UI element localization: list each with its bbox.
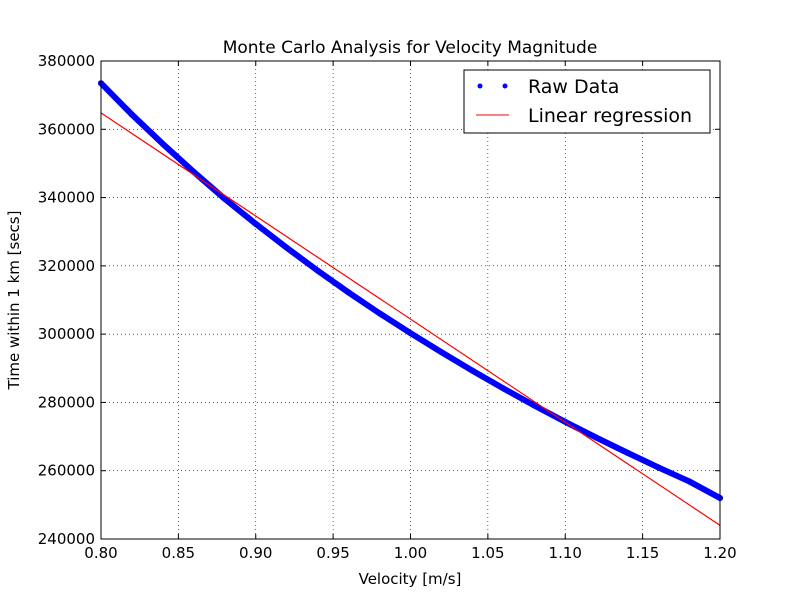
y-axis-label: Time within 1 km [secs] xyxy=(5,211,23,391)
x-tick-label: 0.80 xyxy=(84,544,117,562)
raw-data-point xyxy=(469,367,476,374)
raw-data-point xyxy=(128,111,135,118)
y-tick-label: 380000 xyxy=(38,52,95,70)
chart-title: Monte Carlo Analysis for Velocity Magnit… xyxy=(223,38,598,58)
x-tick-label: 1.15 xyxy=(626,544,659,562)
axis-ticks: 0.80 0.85 0.90 0.95 1.00 1.05 1.10 1.15 1.20 2400… xyxy=(38,52,737,562)
legend-raw-marker-2 xyxy=(502,83,508,89)
x-tick-label: 0.90 xyxy=(239,544,272,562)
x-tick-label: 1.05 xyxy=(471,544,504,562)
plot-area xyxy=(101,61,720,539)
raw-data-point xyxy=(531,402,538,409)
raw-data-point xyxy=(252,220,259,227)
legend: Raw Data Linear regression xyxy=(463,69,711,134)
y-tick-label: 300000 xyxy=(38,325,95,343)
raw-data-point xyxy=(593,434,600,441)
raw-data-point xyxy=(221,195,228,202)
raw-data-point xyxy=(655,464,662,471)
legend-raw-marker-1 xyxy=(477,83,483,89)
y-tick-label: 360000 xyxy=(38,120,95,138)
legend-raw-label: Raw Data xyxy=(528,76,619,98)
x-axis-label: Velocity [m/s] xyxy=(359,570,462,588)
y-tick-label: 320000 xyxy=(38,257,95,275)
raw-data-point xyxy=(438,349,445,356)
y-tick-label: 240000 xyxy=(38,530,95,548)
raw-data-point xyxy=(624,449,631,456)
raw-data-point xyxy=(314,267,321,274)
y-tick-label: 340000 xyxy=(38,189,95,207)
series-layer xyxy=(98,80,723,526)
legend-box xyxy=(463,69,711,134)
linear-regression-line xyxy=(100,112,721,526)
x-tick-label: 1.20 xyxy=(703,544,736,562)
raw-data-point xyxy=(686,478,693,485)
y-tick-label: 280000 xyxy=(38,393,95,411)
legend-regression-label: Linear regression xyxy=(528,105,692,127)
raw-data-point xyxy=(159,140,166,147)
raw-data-point xyxy=(283,244,290,251)
raw-data-point xyxy=(376,310,383,317)
raw-data-point xyxy=(345,289,352,296)
x-tick-label: 0.85 xyxy=(162,544,195,562)
x-tick-label: 1.00 xyxy=(394,544,427,562)
x-tick-label: 1.10 xyxy=(549,544,582,562)
raw-data-point xyxy=(500,385,507,392)
y-tick-label: 260000 xyxy=(38,462,95,480)
raw-data-point xyxy=(407,330,414,337)
x-tick-label: 0.95 xyxy=(316,544,349,562)
